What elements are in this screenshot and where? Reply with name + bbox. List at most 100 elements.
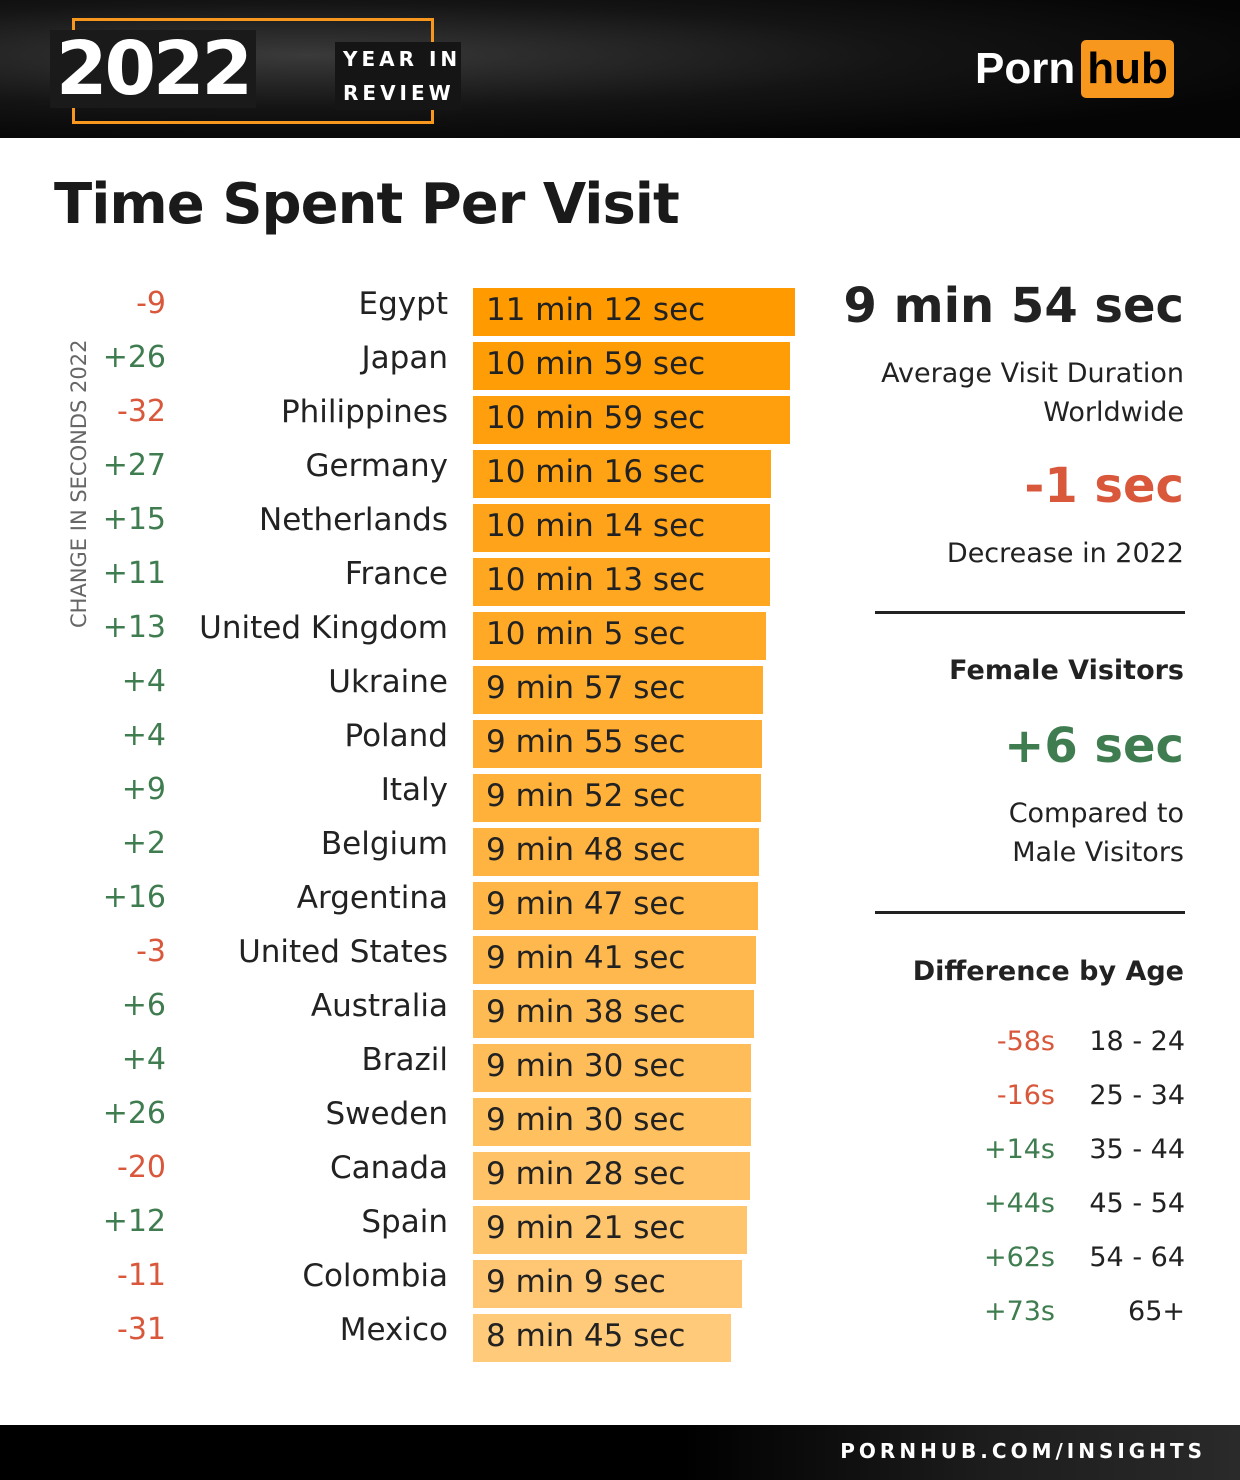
age-diff: +14s bbox=[983, 1134, 1055, 1165]
country-label: Sweden bbox=[325, 1096, 448, 1132]
change-label: +26 bbox=[102, 1096, 166, 1131]
tag-line-2: REVIEW bbox=[343, 81, 455, 105]
tag-line-1: YEAR IN bbox=[343, 47, 462, 71]
country-label: United States bbox=[238, 934, 448, 970]
age-title: Difference by Age bbox=[912, 956, 1184, 987]
change-label: -31 bbox=[117, 1312, 166, 1347]
value-label: 9 min 30 sec bbox=[486, 1048, 686, 1084]
country-label: Germany bbox=[305, 448, 448, 484]
change-label: +2 bbox=[121, 826, 166, 861]
country-label: Mexico bbox=[339, 1312, 448, 1348]
value-label: 9 min 52 sec bbox=[486, 778, 686, 814]
bar-row: +2 Belgium 9 min 48 sec bbox=[0, 820, 820, 876]
bar bbox=[473, 558, 770, 606]
bar bbox=[473, 612, 767, 660]
age-range: 35 - 44 bbox=[1089, 1134, 1185, 1165]
age-row: +62s 54 - 64 bbox=[900, 1242, 1185, 1296]
country-label: Italy bbox=[380, 772, 448, 808]
value-label: 9 min 48 sec bbox=[486, 832, 686, 868]
country-label: Poland bbox=[344, 718, 449, 754]
value-label: 10 min 5 sec bbox=[486, 616, 686, 652]
age-diff: -16s bbox=[996, 1080, 1055, 1111]
bar-row: -20 Canada 9 min 28 sec bbox=[0, 1144, 820, 1200]
bar bbox=[473, 1098, 751, 1146]
bar bbox=[473, 882, 759, 930]
female-value: +6 sec bbox=[1004, 718, 1184, 774]
country-label: Netherlands bbox=[259, 502, 448, 538]
country-label: Belgium bbox=[320, 826, 448, 862]
bar bbox=[473, 828, 759, 876]
change-label: -9 bbox=[136, 286, 166, 321]
value-label: 9 min 9 sec bbox=[486, 1264, 666, 1300]
footer-link[interactable]: PORNHUB.COM/INSIGHTS bbox=[840, 1439, 1206, 1463]
value-label: 9 min 38 sec bbox=[486, 994, 686, 1030]
value-label: 10 min 59 sec bbox=[486, 346, 706, 382]
value-label: 9 min 47 sec bbox=[486, 886, 686, 922]
value-label: 9 min 41 sec bbox=[486, 940, 686, 976]
age-range: 45 - 54 bbox=[1089, 1188, 1185, 1219]
bar bbox=[473, 288, 796, 336]
bar bbox=[473, 450, 771, 498]
bar-row: -32 Philippines 10 min 59 sec bbox=[0, 388, 820, 444]
country-label: Australia bbox=[310, 988, 448, 1024]
change-label: +4 bbox=[121, 664, 166, 699]
female-label-1: Compared to bbox=[1008, 798, 1184, 829]
change-label: +26 bbox=[102, 340, 166, 375]
change-label: Decrease in 2022 bbox=[946, 538, 1184, 569]
bar-row: -9 Egypt 11 min 12 sec bbox=[0, 280, 820, 336]
value-label: 8 min 45 sec bbox=[486, 1318, 686, 1354]
bar bbox=[473, 936, 756, 984]
bar-row: +4 Brazil 9 min 30 sec bbox=[0, 1036, 820, 1092]
age-range: 65+ bbox=[1128, 1296, 1185, 1327]
value-label: 10 min 13 sec bbox=[486, 562, 706, 598]
bar-row: -31 Mexico 8 min 45 sec bbox=[0, 1306, 820, 1362]
bar-row: +11 France 10 min 13 sec bbox=[0, 550, 820, 606]
bar-row: -11 Colombia 9 min 9 sec bbox=[0, 1252, 820, 1308]
bar bbox=[473, 666, 763, 714]
change-label: -20 bbox=[117, 1150, 166, 1185]
bar-row: +26 Sweden 9 min 30 sec bbox=[0, 1090, 820, 1146]
bar bbox=[473, 774, 761, 822]
divider bbox=[875, 611, 1185, 614]
country-label: Argentina bbox=[296, 880, 448, 916]
header-banner: 2022 YEAR IN REVIEW Porn hub bbox=[0, 0, 1240, 138]
age-diff: -58s bbox=[996, 1026, 1055, 1057]
bar bbox=[473, 1260, 742, 1308]
bar-row: +13 United Kingdom 10 min 5 sec bbox=[0, 604, 820, 660]
bar-row: +15 Netherlands 10 min 14 sec bbox=[0, 496, 820, 552]
bar bbox=[473, 1314, 732, 1362]
logo-box: hub bbox=[1081, 40, 1174, 98]
bar-row: +4 Ukraine 9 min 57 sec bbox=[0, 658, 820, 714]
bar-row: +9 Italy 9 min 52 sec bbox=[0, 766, 820, 822]
value-label: 9 min 55 sec bbox=[486, 724, 686, 760]
age-row: -16s 25 - 34 bbox=[900, 1080, 1185, 1134]
female-label-2: Male Visitors bbox=[1012, 837, 1184, 868]
country-label: Colombia bbox=[302, 1258, 448, 1294]
bar bbox=[473, 342, 790, 390]
country-label: Spain bbox=[361, 1204, 448, 1240]
bar-row: +27 Germany 10 min 16 sec bbox=[0, 442, 820, 498]
change-label: +13 bbox=[102, 610, 166, 645]
change-label: -3 bbox=[136, 934, 166, 969]
change-label: +12 bbox=[102, 1204, 166, 1239]
bar bbox=[473, 1152, 751, 1200]
bar-row: -3 United States 9 min 41 sec bbox=[0, 928, 820, 984]
change-label: +9 bbox=[121, 772, 166, 807]
bar bbox=[473, 1206, 748, 1254]
bar bbox=[473, 720, 762, 768]
value-label: 9 min 28 sec bbox=[486, 1156, 686, 1192]
page-title: Time Spent Per Visit bbox=[54, 172, 680, 237]
country-label: Japan bbox=[361, 340, 448, 376]
bar-row: +6 Australia 9 min 38 sec bbox=[0, 982, 820, 1038]
bar bbox=[473, 1044, 751, 1092]
country-label: Egypt bbox=[358, 286, 448, 322]
change-label: -11 bbox=[117, 1258, 166, 1293]
country-label: Brazil bbox=[361, 1042, 448, 1078]
age-row: +44s 45 - 54 bbox=[900, 1188, 1185, 1242]
bar-row: +16 Argentina 9 min 47 sec bbox=[0, 874, 820, 930]
age-diff: +73s bbox=[983, 1296, 1055, 1327]
year-text: 2022 bbox=[50, 30, 256, 108]
change-label: +11 bbox=[102, 556, 166, 591]
female-label: Compared to Male Visitors bbox=[1009, 794, 1184, 872]
bar bbox=[473, 504, 771, 552]
